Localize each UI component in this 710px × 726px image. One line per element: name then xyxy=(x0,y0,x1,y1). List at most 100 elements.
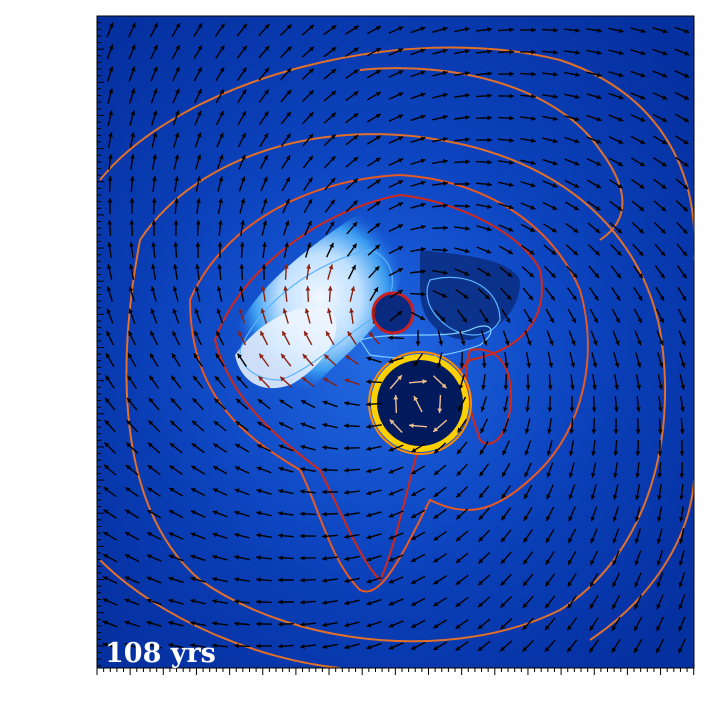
arrow-head xyxy=(568,516,573,522)
arrow-head xyxy=(487,49,492,54)
arrow-head xyxy=(420,180,426,186)
arrow-head xyxy=(523,559,528,565)
arrow-head xyxy=(567,625,572,631)
arrow-head xyxy=(241,132,246,138)
arrow-head xyxy=(420,92,426,98)
arrow-head xyxy=(366,379,371,385)
arrow-head xyxy=(420,136,426,142)
arrow-head xyxy=(455,624,461,629)
arrow-head xyxy=(660,273,665,279)
arrow-head xyxy=(398,180,404,185)
arrow-head xyxy=(590,581,595,587)
arrow-head xyxy=(529,249,535,255)
arrow-head xyxy=(173,198,179,203)
arrow-head xyxy=(522,603,528,608)
arrow-head xyxy=(171,353,177,359)
arrow-head xyxy=(388,623,394,628)
arrow-head xyxy=(508,204,514,210)
arrow-head xyxy=(194,286,200,292)
arrow-head xyxy=(149,375,154,381)
arrow-head xyxy=(366,446,372,452)
arrow-head xyxy=(375,244,380,250)
arrow-head xyxy=(345,355,351,361)
arrow-head xyxy=(531,71,536,77)
arrow-head xyxy=(285,155,291,161)
arrow-head xyxy=(264,67,269,73)
arrow-head xyxy=(281,353,286,359)
arrow-head xyxy=(329,221,335,227)
arrow-head xyxy=(131,22,136,28)
arrow-head xyxy=(656,582,662,588)
arrow-head xyxy=(128,286,134,292)
arrow-head xyxy=(146,598,152,604)
arrow-head xyxy=(263,111,269,117)
arrow-head xyxy=(102,598,108,603)
arrow-head xyxy=(168,576,174,582)
arrow-head xyxy=(327,286,333,291)
arrow-head xyxy=(442,48,448,54)
arrow-head xyxy=(366,512,372,518)
arrow-head xyxy=(278,466,284,472)
arrow-head xyxy=(146,554,152,559)
arrow-head xyxy=(213,443,219,449)
arrow-head xyxy=(617,206,623,211)
arrow-head xyxy=(398,224,404,229)
arrow-head xyxy=(107,242,112,247)
arrow-head xyxy=(636,362,642,368)
arrow-head xyxy=(366,490,372,496)
arrow-head xyxy=(419,315,425,320)
arrow-head xyxy=(308,46,314,52)
arrow-head xyxy=(126,442,132,448)
arrow-head xyxy=(234,466,240,471)
arrow-head xyxy=(682,228,688,234)
arrow-head xyxy=(568,450,574,456)
arrow-head xyxy=(238,330,243,336)
arrow-head xyxy=(279,399,285,405)
arrow-head xyxy=(328,264,334,270)
arrow-head xyxy=(234,488,240,494)
arrow-head xyxy=(375,157,381,163)
arrow-head xyxy=(375,135,381,141)
arrow-head xyxy=(353,113,359,118)
arrow-head xyxy=(590,472,596,478)
arrow-head xyxy=(522,646,528,652)
arrow-head xyxy=(567,581,573,587)
arrow-head xyxy=(421,269,426,274)
arrow-head xyxy=(388,513,394,518)
arrow-head xyxy=(634,516,640,522)
arrow-head xyxy=(388,491,394,496)
arrow-head xyxy=(550,272,556,278)
arrow-head xyxy=(502,428,508,434)
arrow-head xyxy=(148,442,153,448)
arrow-head xyxy=(375,92,381,97)
arrow-head xyxy=(173,242,179,247)
arrow-head xyxy=(102,576,108,581)
arrow-head xyxy=(389,419,395,425)
arrow-head xyxy=(487,93,492,99)
arrow-head xyxy=(108,132,113,137)
arrow-head xyxy=(612,582,617,588)
arrow-head xyxy=(640,72,646,78)
arrow-head xyxy=(504,363,509,368)
arrow-head xyxy=(637,318,642,324)
arrow-head xyxy=(456,514,462,520)
arrow-head xyxy=(197,23,203,29)
arrow-head xyxy=(505,317,511,323)
arrow-head xyxy=(482,340,488,346)
arrow-head xyxy=(307,199,312,205)
arrow-head xyxy=(234,643,239,649)
arrow-head xyxy=(487,115,492,121)
arrow-head xyxy=(443,203,448,209)
arrow-head xyxy=(552,138,558,144)
arrow-head xyxy=(433,645,439,651)
arrow-head xyxy=(528,295,533,301)
arrow-head xyxy=(278,577,283,583)
arrow-head xyxy=(300,511,305,517)
arrow-head xyxy=(507,272,513,277)
arrow-head xyxy=(347,331,353,337)
arrow-head xyxy=(678,604,684,610)
arrow-head xyxy=(300,599,305,605)
arrow-head xyxy=(242,23,247,29)
arrow-head xyxy=(366,424,371,429)
arrow-head xyxy=(388,469,394,474)
